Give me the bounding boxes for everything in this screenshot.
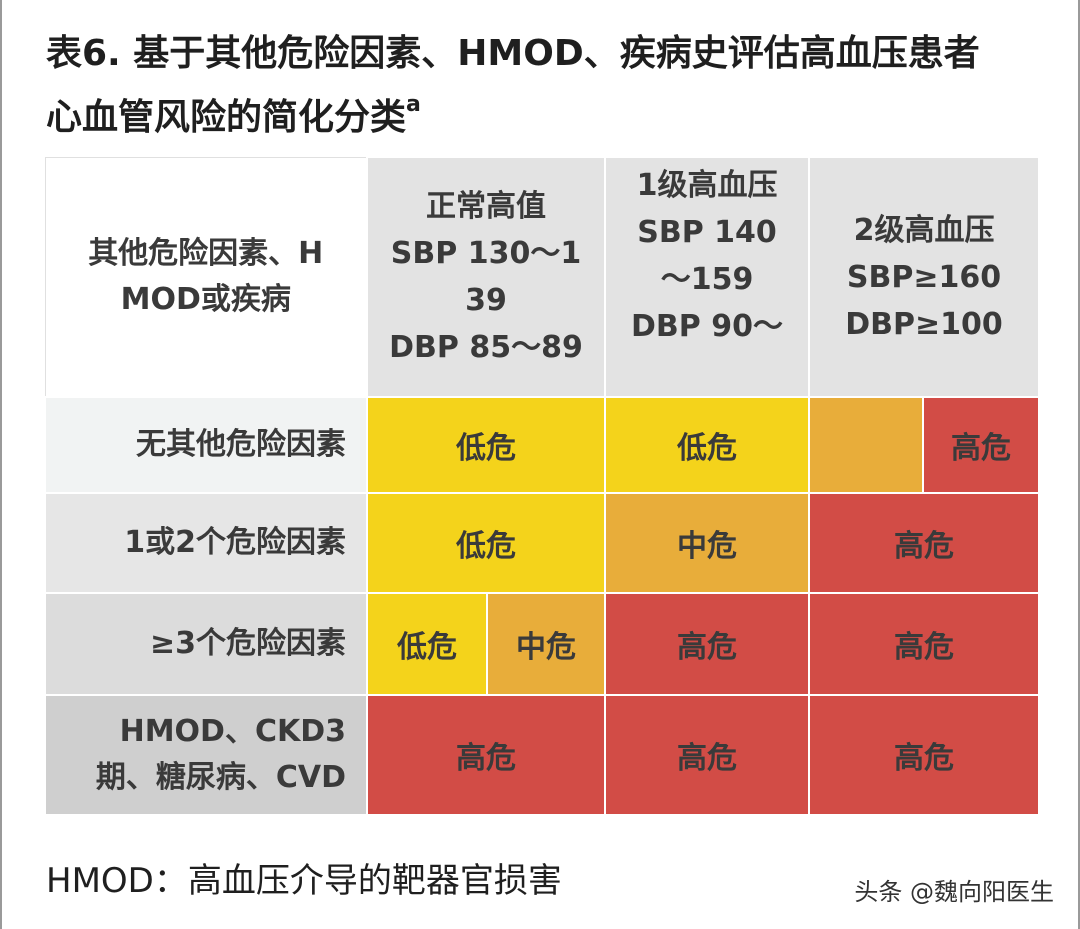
right-border <box>1078 0 1080 929</box>
table-header-row: 其他危险因素、H MOD或疾病 正常高值 SBP 130～1 39 DBP 85… <box>44 156 1041 398</box>
cell-high-risk: 高危 <box>808 492 1041 594</box>
table-row: 无其他危险因素 低危 低危 高危 <box>44 396 1041 494</box>
cell-low-risk: 低危 <box>365 396 607 494</box>
risk-classification-table: 其他危险因素、H MOD或疾病 正常高值 SBP 130～1 39 DBP 85… <box>44 156 1041 816</box>
table-title: 表6. 基于其他危险因素、HMOD、疾病史评估高血压患者 心血管风险的简化分类a <box>46 22 1046 150</box>
row-label-3-plus-risk-factors: ≥3个危险因素 <box>44 592 368 696</box>
footnote: HMOD：高血压介导的靶器官损害 <box>46 861 562 901</box>
title-line-2: 心血管风险的简化分类a <box>46 92 421 139</box>
header-corner: 其他危险因素、H MOD或疾病 <box>44 156 368 398</box>
cell-moderate-risk: 中危 <box>604 492 811 594</box>
cell-low-risk: 低危 <box>604 396 811 494</box>
watermark: 头条 @魏向阳医生 <box>854 878 1054 906</box>
cell-moderate-risk: 中危 <box>485 592 607 696</box>
table-row: HMOD、CKD3 期、糖尿病、CVD 高危 高危 高危 <box>44 694 1041 816</box>
title-superscript: a <box>406 92 421 117</box>
header-grade-1: 1级高血压 SBP 140 ～159 DBP 90～ <box>604 156 811 398</box>
cell-high-risk: 高危 <box>604 592 811 696</box>
cell-high-risk: 高危 <box>808 592 1041 696</box>
cell-high-risk: 高危 <box>922 396 1041 494</box>
cell-low-risk: 低危 <box>365 492 607 594</box>
cell-moderate-blank <box>808 396 925 494</box>
title-line-1: 表6. 基于其他危险因素、HMOD、疾病史评估高血压患者 <box>46 33 980 74</box>
cell-high-risk: 高危 <box>604 694 811 816</box>
cell-high-risk: 高危 <box>365 694 607 816</box>
cell-high-risk: 高危 <box>808 694 1041 816</box>
table-row: 1或2个危险因素 低危 中危 高危 <box>44 492 1041 594</box>
row-label-hmod-ckd-diabetes-cvd: HMOD、CKD3 期、糖尿病、CVD <box>44 694 368 816</box>
row-label-no-risk-factors: 无其他危险因素 <box>44 396 368 494</box>
header-normal-high: 正常高值 SBP 130～1 39 DBP 85～89 <box>365 156 607 398</box>
table-row: ≥3个危险因素 低危 中危 高危 高危 <box>44 592 1041 696</box>
cell-low-risk: 低危 <box>366 592 488 696</box>
row-label-1-2-risk-factors: 1或2个危险因素 <box>44 492 368 594</box>
left-border <box>0 0 2 929</box>
header-grade-2: 2级高血压 SBP≥160 DBP≥100 <box>808 156 1041 398</box>
